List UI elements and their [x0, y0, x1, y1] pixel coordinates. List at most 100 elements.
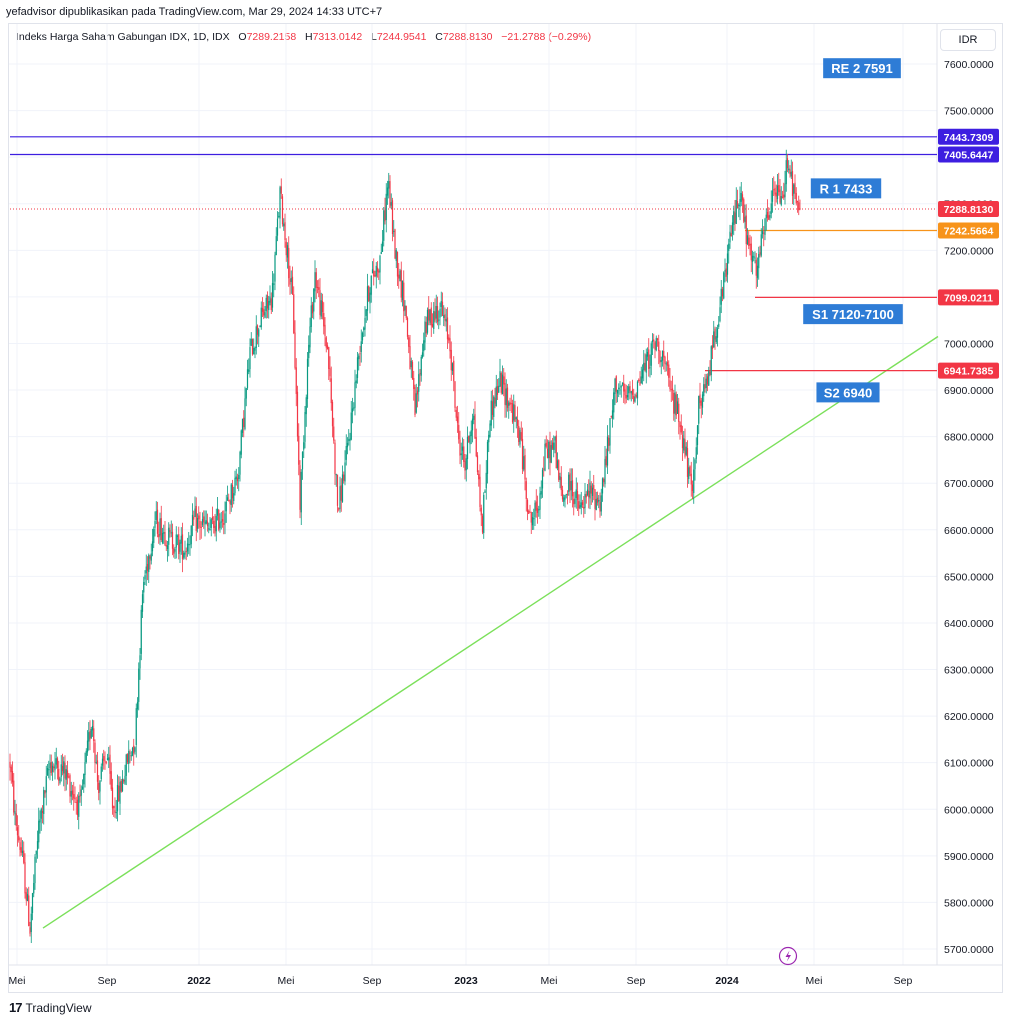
candle-body [400, 270, 402, 298]
candle-body [746, 235, 749, 245]
candle-body [241, 418, 244, 433]
candle-body [20, 847, 22, 853]
price-tag-label: 7288.8130 [944, 204, 994, 216]
candle-body [615, 376, 617, 392]
candle-body [539, 493, 541, 510]
candle-body [388, 181, 390, 189]
candle-body [778, 185, 780, 193]
candle-body [646, 351, 649, 357]
candle-body [35, 850, 37, 855]
candle-body [655, 337, 657, 351]
candle-body [344, 462, 346, 482]
candle-body [745, 215, 747, 245]
candle-body [570, 481, 572, 491]
candle-body [409, 346, 411, 370]
candle-body [413, 377, 415, 389]
candle-body [723, 272, 725, 299]
candle-body [714, 328, 716, 340]
candle-body [298, 435, 300, 465]
candle-body [530, 512, 532, 523]
candle-body [11, 771, 14, 783]
candle-body [36, 841, 39, 850]
candle-body [676, 401, 679, 414]
candle-body [488, 434, 490, 443]
candle-body [713, 331, 715, 348]
price-axis[interactable]: 5700.0000 5800.0000 5900.0000 6000.0000 6100… [944, 59, 994, 956]
candle-body [308, 344, 310, 359]
candle-body [184, 552, 186, 555]
candle-body [708, 371, 710, 386]
candle-body [783, 194, 785, 198]
candles [9, 149, 801, 944]
candle-body [394, 229, 396, 259]
candle-body [181, 534, 184, 560]
candle-body [455, 410, 457, 418]
candle-body [443, 315, 445, 318]
candle-body [478, 473, 480, 480]
candle-body [544, 443, 546, 471]
candle-body [636, 381, 639, 399]
candle-body [101, 758, 104, 766]
candle-body [453, 360, 455, 382]
publish-info: yefadvisor dipublikasikan pada TradingVi… [6, 6, 383, 18]
candle-body [369, 292, 371, 304]
candle-body [579, 505, 581, 509]
candle-body [119, 781, 121, 804]
candle-body [650, 343, 652, 366]
candle-body [415, 393, 417, 413]
candle-body [15, 813, 17, 826]
candle-body [348, 439, 350, 441]
candle-body [435, 305, 437, 319]
price-tag [938, 289, 999, 306]
candle-body [205, 520, 207, 524]
candle-body [330, 378, 332, 404]
tradingview-logo[interactable]: 17 TradingView [9, 1000, 92, 1015]
candle-body [103, 756, 105, 761]
candle-body [525, 481, 527, 500]
candle-body [64, 762, 66, 779]
candle-body [86, 740, 89, 753]
currency-button[interactable]: IDR [940, 29, 996, 51]
candle-body [755, 259, 757, 276]
candle-body [356, 357, 359, 378]
candle-body [674, 392, 676, 414]
candle-body [770, 203, 772, 214]
candle-body [133, 745, 135, 754]
candle-body [41, 810, 44, 813]
candle-body [445, 319, 447, 322]
candle-body [120, 780, 122, 792]
time-axis[interactable]: Mei Sep 2022 Mei Sep 2023 Mei Sep 2024 Mei Sep [9, 975, 913, 987]
candle-body [418, 374, 420, 392]
candle-body [326, 345, 329, 350]
candle-body [586, 489, 589, 496]
time-tick-label: 2022 [187, 975, 211, 987]
candle-body [231, 485, 234, 499]
candle-body [196, 518, 199, 529]
candle-body [540, 491, 542, 495]
candle-body [486, 441, 489, 474]
candle-body [179, 542, 181, 552]
lightning-icon[interactable] [778, 946, 798, 966]
symbol-legend[interactable]: Indeks Harga Saham Gabungan IDX, 1D, IDX… [16, 31, 591, 43]
candle-body [23, 850, 25, 863]
candle-body [274, 254, 276, 282]
time-tick-label: Sep [894, 975, 913, 987]
candle-body [318, 287, 320, 290]
candle-body [373, 270, 375, 277]
candle-body [516, 419, 519, 426]
candle-body [351, 408, 354, 412]
time-tick-label: 2024 [715, 975, 739, 987]
candle-body [588, 490, 590, 498]
candle-body [596, 497, 599, 503]
candle-body [266, 295, 269, 309]
candle-body [733, 211, 735, 225]
candle-body [328, 347, 330, 369]
candle-body [595, 498, 597, 511]
candle-body [719, 307, 721, 322]
candle-body [186, 543, 189, 552]
candle-body [104, 760, 106, 762]
candle-body [666, 361, 669, 366]
candle-body [640, 376, 642, 384]
candle-body [403, 282, 405, 312]
